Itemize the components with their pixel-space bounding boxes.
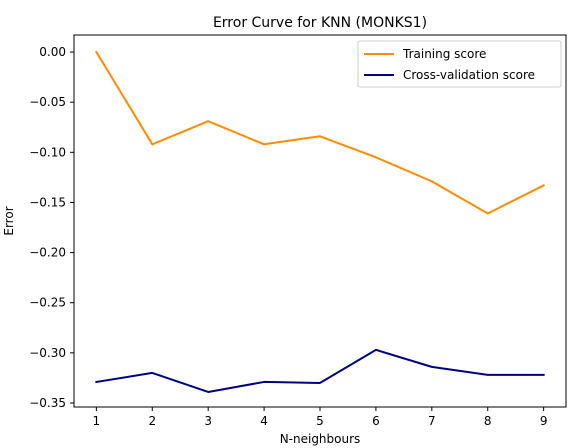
y-tick-label: 0.00 [39, 45, 66, 59]
chart-title: Error Curve for KNN (MONKS1) [213, 15, 427, 31]
x-axis-ticks: 1 2 3 4 5 6 7 8 9 [93, 407, 548, 428]
y-tick-label: −0.25 [29, 296, 66, 310]
y-tick-label: −0.05 [29, 95, 66, 109]
x-tick-label: 8 [484, 414, 492, 428]
x-tick-label: 2 [148, 414, 156, 428]
y-axis-label: Error [2, 206, 16, 235]
x-tick-label: 1 [93, 414, 101, 428]
x-tick-label: 4 [260, 414, 268, 428]
y-tick-label: −0.15 [29, 195, 66, 209]
x-tick-label: 5 [316, 414, 324, 428]
legend-box [357, 40, 562, 88]
x-axis-label: N-neighbours [280, 432, 361, 446]
y-tick-label: −0.30 [29, 346, 66, 360]
x-tick-label: 9 [540, 414, 548, 428]
y-tick-label: −0.20 [29, 246, 66, 260]
legend-label-cross-validation: Cross-validation score [403, 68, 535, 82]
x-tick-label: 7 [428, 414, 436, 428]
legend-label-training: Training score [402, 47, 486, 61]
y-tick-label: −0.35 [29, 396, 66, 410]
axes: 1 2 3 4 5 6 7 8 9 0.00 −0.05 −0.10 −0.15 −0.20 −0.25 −… [29, 34, 567, 428]
legend: Training score Cross-validation score [357, 40, 562, 88]
series-line-training [94, 50, 545, 215]
y-tick-label: −0.10 [29, 145, 66, 159]
series [94, 50, 545, 393]
x-tick-label: 3 [204, 414, 212, 428]
x-tick-label: 6 [372, 414, 380, 428]
series-line-cross-validation [95, 348, 545, 393]
plot-frame [73, 34, 567, 408]
y-axis-ticks: 0.00 −0.05 −0.10 −0.15 −0.20 −0.25 −0.30 −0.35 [29, 45, 74, 410]
